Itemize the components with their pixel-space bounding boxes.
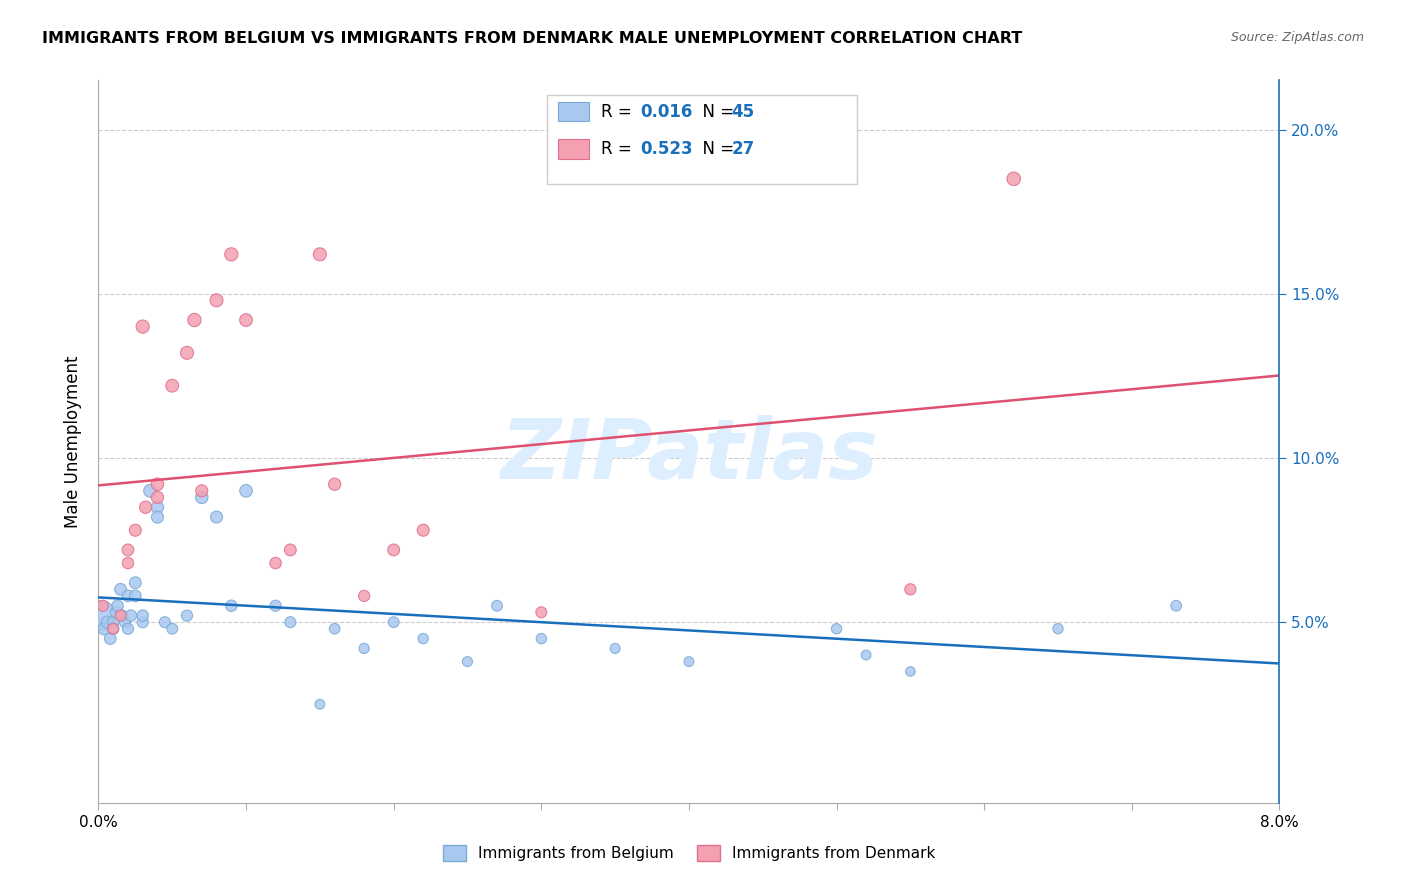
Point <box>107 599 129 613</box>
Point <box>176 608 198 623</box>
Point <box>114 615 136 630</box>
Point <box>124 575 146 590</box>
Point <box>176 346 198 360</box>
Point <box>132 319 155 334</box>
Text: 0.523: 0.523 <box>640 140 693 158</box>
Point <box>605 641 627 656</box>
Point <box>135 500 157 515</box>
Text: 45: 45 <box>731 103 755 120</box>
Point <box>353 641 375 656</box>
Point <box>110 608 132 623</box>
Text: Source: ZipAtlas.com: Source: ZipAtlas.com <box>1230 31 1364 45</box>
Point <box>132 608 155 623</box>
Point <box>353 589 375 603</box>
Point <box>96 615 118 630</box>
Point <box>120 608 142 623</box>
Point <box>183 313 205 327</box>
Point <box>457 655 479 669</box>
Point <box>162 622 183 636</box>
Point <box>146 510 169 524</box>
Point <box>309 247 332 261</box>
Legend: Immigrants from Belgium, Immigrants from Denmark: Immigrants from Belgium, Immigrants from… <box>437 839 941 867</box>
Point <box>205 293 228 308</box>
Point <box>90 608 112 623</box>
Point <box>93 622 115 636</box>
Point <box>280 615 302 630</box>
Point <box>309 698 332 712</box>
Point <box>323 477 346 491</box>
Point <box>323 622 346 636</box>
Point <box>1046 622 1070 636</box>
Point <box>825 622 848 636</box>
Point <box>1002 171 1025 186</box>
Point <box>382 615 405 630</box>
Text: R =: R = <box>600 103 637 120</box>
Point <box>98 632 121 646</box>
Point <box>146 477 169 491</box>
Point <box>678 655 700 669</box>
Point <box>110 582 132 597</box>
Point <box>132 615 155 630</box>
Text: N =: N = <box>692 140 740 158</box>
Point <box>124 523 146 537</box>
Point <box>117 542 139 557</box>
Text: R =: R = <box>600 140 637 158</box>
Point <box>146 491 169 505</box>
Point <box>139 483 162 498</box>
Text: 27: 27 <box>731 140 755 158</box>
Point <box>280 542 302 557</box>
Y-axis label: Male Unemployment: Male Unemployment <box>63 355 82 528</box>
Point <box>117 556 139 570</box>
Point <box>530 632 553 646</box>
Point <box>124 589 146 603</box>
Point <box>191 491 214 505</box>
Point <box>221 599 243 613</box>
Text: IMMIGRANTS FROM BELGIUM VS IMMIGRANTS FROM DENMARK MALE UNEMPLOYMENT CORRELATION: IMMIGRANTS FROM BELGIUM VS IMMIGRANTS FR… <box>42 31 1022 46</box>
Point <box>91 599 114 613</box>
Text: ZIPatlas: ZIPatlas <box>501 416 877 497</box>
Point <box>146 500 169 515</box>
Point <box>264 556 287 570</box>
Point <box>1166 599 1188 613</box>
Point <box>111 608 134 623</box>
Point <box>153 615 176 630</box>
Text: 0.016: 0.016 <box>640 103 692 120</box>
Point <box>264 599 287 613</box>
Point <box>191 483 214 498</box>
Point <box>103 622 125 636</box>
Point <box>900 582 922 597</box>
Point <box>105 605 128 619</box>
Point <box>117 622 139 636</box>
Point <box>382 542 405 557</box>
Point <box>235 483 257 498</box>
Point <box>117 589 139 603</box>
Point <box>235 313 257 327</box>
Text: N =: N = <box>692 103 740 120</box>
Point <box>162 378 183 392</box>
Point <box>103 622 125 636</box>
Point <box>486 599 509 613</box>
Point <box>103 615 125 630</box>
Point <box>530 605 553 619</box>
Point <box>855 648 877 662</box>
Point <box>221 247 243 261</box>
Point <box>412 523 434 537</box>
Point <box>900 665 922 679</box>
Point <box>205 510 228 524</box>
Point <box>412 632 434 646</box>
